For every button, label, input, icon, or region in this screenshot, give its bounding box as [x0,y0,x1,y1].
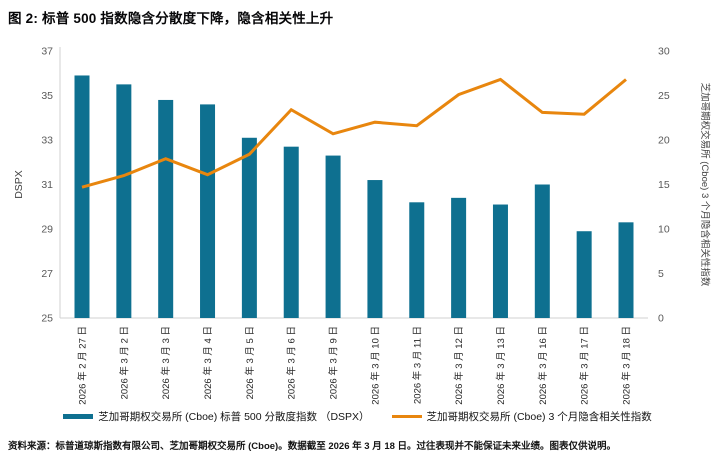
x-axis-date-label: 2026 年 3 月 3 日 [160,326,172,399]
right-axis-tick-label: 15 [658,179,670,191]
x-axis-date-label: 2026 年 3 月 6 日 [286,326,298,399]
dspx-bar-swatch-icon [63,414,94,419]
x-axis-date-label: 2026 年 3 月 5 日 [244,326,256,399]
dspx-bar [200,104,216,319]
left-axis-tick-label: 31 [41,179,53,191]
figure-title: 图 2: 标普 500 指数隐含分散度下降，隐含相关性上升 [8,11,334,26]
x-axis-date-label: 2026 年 3 月 16 日 [537,326,549,405]
right-axis-tick-label: 25 [658,90,670,102]
correlation-line-swatch-icon [391,415,422,418]
x-axis-date-label: 2026 年 3 月 17 日 [579,326,591,405]
dspx-bar [241,137,257,318]
left-axis-tick-label: 27 [41,268,53,280]
dspx-bar [116,84,132,318]
x-axis-date-label: 2026 年 3 月 10 日 [369,326,381,405]
right-axis-tick-label: 10 [658,224,670,236]
legend-label-correlation: 芝加哥期权交易所 (Cboe) 3 个月隐含相关性指数 [426,411,652,423]
dual-axis-chart: 37 35 33 31 29 27 25 30 25 20 15 10 5 0 DSPX 芝加哥期权交易所 (… [13,46,711,405]
right-axis-tick-label: 30 [658,46,670,58]
dspx-bar [451,197,467,318]
right-axis-tick-label: 20 [658,135,670,147]
source-note: 资料来源：标普道琼斯指数有限公司、芝加哥期权交易所 (Cboe)。数据截至 20… [8,441,617,452]
dspx-bar [576,231,592,318]
left-axis-tick-label: 37 [41,46,53,58]
dspx-bar [367,180,383,318]
left-axis-tick-label: 29 [41,224,53,236]
x-axis-date-label: 2026 年 3 月 9 日 [328,326,340,399]
dspx-bar [283,146,299,318]
left-axis-tick-label: 25 [41,313,53,325]
right-axis-tick-label: 0 [658,313,664,325]
dspx-bar [618,222,634,318]
dspx-bar [325,155,341,318]
x-axis-date-label: 2026 年 3 月 18 日 [621,326,633,405]
correlation-line [81,77,627,189]
x-axis-date-label: 2026 年 3 月 4 日 [202,326,214,399]
dspx-bar [492,204,508,318]
x-axis-date-label: 2026 年 3 月 2 日 [118,326,130,399]
left-axis-title: DSPX [13,170,25,199]
x-axis-date-label: 2026 年 2 月 27 日 [77,326,89,405]
x-axis-date-label: 2026 年 3 月 13 日 [495,326,507,405]
x-axis-date-label: 2026 年 3 月 11 日 [411,326,423,404]
legend-item-correlation: 芝加哥期权交易所 (Cboe) 3 个月隐含相关性指数 [391,409,652,424]
right-axis-title: 芝加哥期权交易所 (Cboe) 3 个月隐含相关性指数 [699,83,711,287]
chart-legend: 芝加哥期权交易所 (Cboe) 标普 500 分散度指数 （DSPX） 芝加哥期… [0,409,715,424]
dspx-bar [409,202,425,318]
x-axis-date-label: 2026 年 3 月 12 日 [453,326,465,405]
right-axis-tick-label: 5 [658,268,664,280]
legend-item-dspx: 芝加哥期权交易所 (Cboe) 标普 500 分散度指数 （DSPX） [63,409,370,424]
dspx-bar [158,99,174,318]
dspx-bar [534,184,550,318]
legend-label-dspx: 芝加哥期权交易所 (Cboe) 标普 500 分散度指数 （DSPX） [98,411,370,423]
dspx-bar [74,75,90,318]
left-axis-tick-label: 35 [41,90,53,102]
left-axis-tick-label: 33 [41,135,53,147]
